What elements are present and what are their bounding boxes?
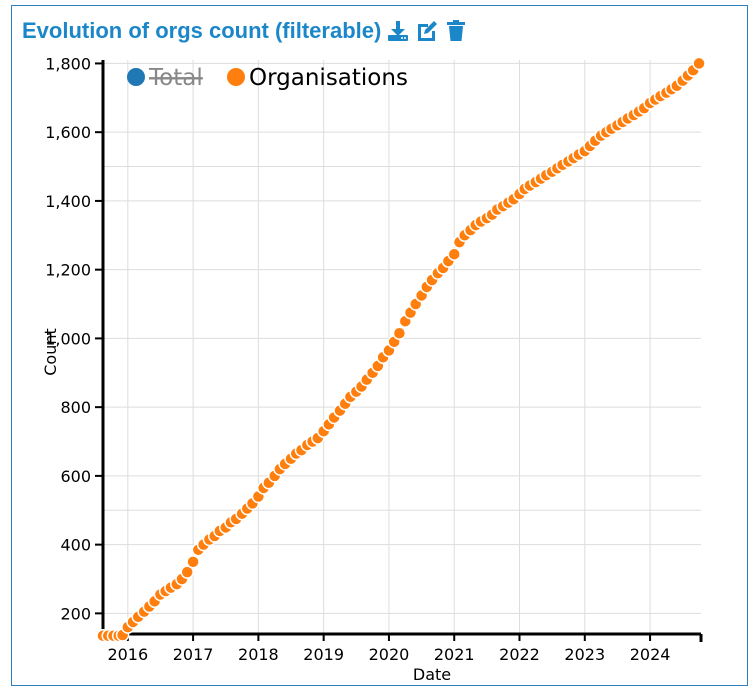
data-point — [186, 555, 200, 569]
y-tick-label: 1,600 — [45, 123, 91, 142]
y-tick-label: 1,200 — [45, 261, 91, 280]
legend-label: Organisations — [249, 65, 408, 91]
legend-marker — [127, 68, 145, 86]
y-tick-label: 800 — [60, 398, 91, 417]
x-axis-label: Date — [413, 665, 451, 684]
edit-icon[interactable] — [415, 19, 439, 43]
y-axis-label: Count — [41, 328, 60, 376]
y-tick-label: 400 — [60, 536, 91, 555]
legend-item-organisations[interactable]: Organisations — [227, 65, 408, 91]
x-tick-label: 2020 — [369, 645, 410, 664]
y-tick-label: 1,400 — [45, 192, 91, 211]
x-tick-label: 2022 — [499, 645, 540, 664]
y-tick-label: 1,000 — [45, 329, 91, 348]
x-tick-label: 2021 — [434, 645, 475, 664]
x-tick-label: 2023 — [564, 645, 605, 664]
y-tick-label: 1,800 — [45, 54, 91, 73]
y-tick-label: 200 — [60, 604, 91, 623]
x-tick-label: 2019 — [303, 645, 344, 664]
trash-icon[interactable] — [444, 19, 468, 43]
y-tick-label: 600 — [60, 467, 91, 486]
chart-header: Evolution of orgs count (filterable) — [22, 14, 468, 48]
series-organisations — [96, 56, 706, 643]
legend-marker — [227, 68, 245, 86]
chart-title: Evolution of orgs count (filterable) — [22, 18, 382, 43]
x-tick-label: 2016 — [107, 645, 148, 664]
data-point — [180, 565, 194, 579]
legend-item-total[interactable]: Total — [127, 65, 203, 91]
download-icon[interactable] — [386, 19, 410, 43]
x-tick-label: 2018 — [238, 645, 279, 664]
x-tick-label: 2024 — [630, 645, 671, 664]
data-point — [392, 326, 407, 341]
data-point — [447, 247, 461, 261]
x-tick-label: 2017 — [173, 645, 214, 664]
data-point — [692, 56, 706, 71]
